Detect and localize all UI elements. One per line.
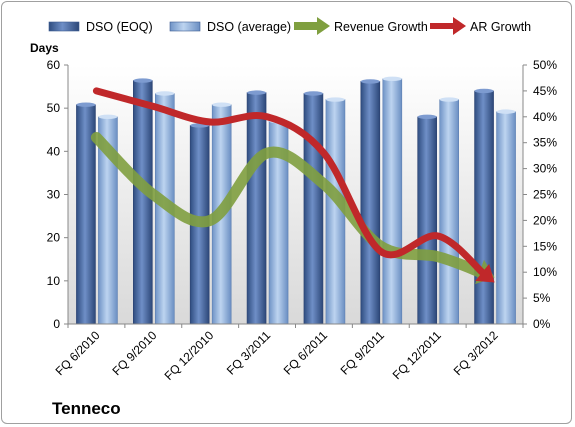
- company-name: Tenneco: [52, 399, 121, 418]
- bar-cap-dso-average-2: [212, 102, 232, 107]
- x-tick-label: FQ 3/2012: [451, 328, 501, 378]
- y2-tick-label: 40%: [533, 110, 557, 124]
- y2-tick-label: 5%: [533, 291, 551, 305]
- legend-swatch-dso-eoq: [48, 21, 80, 32]
- x-tick-label: FQ 6/2011: [281, 328, 331, 378]
- bar-cap-dso-eoq-5: [360, 79, 380, 84]
- bar-cap-dso-eoq-3: [247, 90, 267, 95]
- y2-tick-label: 30%: [533, 162, 557, 176]
- y2-tick-label: 25%: [533, 188, 557, 202]
- y2-tick-label: 45%: [533, 84, 557, 98]
- bar-dso-average-5: [382, 78, 403, 325]
- bar-cap-dso-eoq-4: [303, 91, 323, 96]
- bar-dso-eoq-5: [360, 81, 381, 325]
- bar-cap-dso-eoq-1: [133, 78, 153, 83]
- y-tick-label: 20: [47, 231, 61, 245]
- arrowhead-ar-growth: [475, 263, 495, 283]
- y-tick-label: 0: [53, 317, 60, 331]
- bar-dso-eoq-4: [303, 93, 324, 325]
- y-tick-label: 40: [47, 144, 61, 158]
- bar-cap-dso-average-1: [155, 91, 175, 96]
- bar-cap-dso-average-6: [439, 97, 459, 102]
- bar-cap-dso-eoq-6: [417, 114, 437, 120]
- x-tick-label: FQ 9/2010: [109, 328, 159, 378]
- line-ar-growth: [92, 87, 487, 277]
- y2-tick-label: 15%: [533, 239, 557, 253]
- legend-arrowhead-ar-growth: [453, 17, 466, 35]
- bar-cap-dso-average-0: [98, 114, 118, 120]
- x-tick-label: FQ 6/2010: [53, 328, 103, 378]
- legend-label-dso-average: DSO (average): [207, 20, 291, 34]
- line-revenue-growth: [90, 132, 487, 278]
- bar-dso-average-6: [439, 99, 459, 325]
- y2-tick-label: 10%: [533, 265, 557, 279]
- bar-cap-dso-eoq-0: [76, 102, 96, 107]
- bar-dso-eoq-1: [133, 80, 153, 325]
- legend-arrowhead-revenue-growth: [317, 17, 330, 35]
- y-tick-label: 30: [47, 188, 61, 202]
- legend-label-ar-growth: AR Growth: [470, 20, 531, 34]
- bar-cap-dso-eoq-7: [474, 88, 494, 94]
- y2-tick-label: 0%: [533, 317, 551, 331]
- line-series: [90, 87, 495, 285]
- y-tick-label: 60: [47, 58, 61, 72]
- x-tick-label: FQ 12/2011: [390, 328, 444, 382]
- bar-cap-dso-average-7: [496, 109, 516, 114]
- bar-cap-dso-average-4: [325, 97, 345, 102]
- bar-dso-eoq-7: [474, 90, 494, 325]
- x-tick-label: FQ 3/2011: [224, 328, 274, 378]
- y2-tick-label: 20%: [533, 213, 557, 227]
- y2-tick-label: 35%: [533, 136, 557, 150]
- legend-swatch-dso-average: [169, 21, 201, 32]
- legend-label-dso-eoq: DSO (EOQ): [86, 20, 153, 34]
- y-tick-label: 10: [47, 274, 61, 288]
- legend-label-revenue-growth: Revenue Growth: [334, 20, 428, 34]
- y-tick-label: 50: [47, 101, 61, 115]
- legend: DSO (EOQ) DSO (average) Revenue Growth AR G…: [48, 17, 531, 35]
- bar-cap-dso-average-5: [382, 76, 402, 82]
- x-tick-label: FQ 12/2010: [162, 328, 217, 383]
- y2-tick-label: 50%: [533, 58, 557, 72]
- bar-dso-eoq-6: [417, 116, 437, 325]
- x-tick-label: FQ 9/2011: [338, 328, 388, 378]
- y-axis-title: Days: [30, 41, 59, 55]
- bar-dso-average-7: [496, 111, 516, 325]
- bar-dso-eoq-3: [246, 92, 267, 325]
